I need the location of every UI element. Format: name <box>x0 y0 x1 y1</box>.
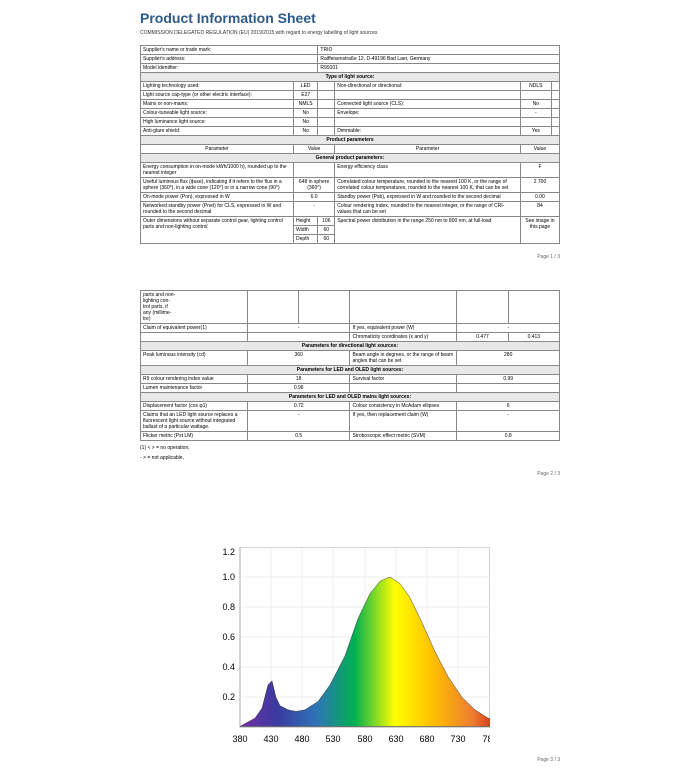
page-footer-1: Page 1 / 3 <box>140 254 560 260</box>
address-label: Supplier's address: <box>141 54 318 63</box>
svg-text:530: 530 <box>325 734 340 744</box>
high-val: No <box>293 117 317 126</box>
cap-label: Light source cap-type (or other electric… <box>141 90 294 99</box>
svg-text:0.6: 0.6 <box>222 632 235 642</box>
page-2: parts and non-lighting con-trol parts, i… <box>0 270 700 487</box>
page-footer-3: Page 3 / 3 <box>140 757 560 763</box>
colour-label: Colour-tuneable light source: <box>141 108 294 117</box>
subtitle: COMMISSION DELEGATED REGULATION (EU) 201… <box>140 30 560 37</box>
tech-val: LED <box>293 81 317 90</box>
svg-text:430: 430 <box>263 734 278 744</box>
env-label: Envelope: <box>335 108 521 117</box>
dir-label: Non-directional or directional: <box>335 81 521 90</box>
dim-label: Dimmable: <box>335 126 521 135</box>
cap-val: E27 <box>293 90 317 99</box>
address-val: Raiffeisenstraße 12, D-49196 Bad Laer, G… <box>318 54 560 63</box>
svg-text:680: 680 <box>419 734 434 744</box>
glare-label: Anti-glare shield: <box>141 126 294 135</box>
model-val: R99101 <box>318 63 560 72</box>
page-3: 0.2 0.4 0.6 0.8 1.0 1.2 380 430 480 530 … <box>0 527 700 783</box>
info-table-2: parts and non-lighting con-trol parts, i… <box>140 290 560 441</box>
mains-label: Mains or non-mains: <box>141 99 294 108</box>
note-1: (1) < > = no operation, <box>140 445 560 451</box>
page-footer-2: Page 2 / 3 <box>140 471 560 477</box>
info-table: Supplier's name or trade mark:TRIO Suppl… <box>140 45 560 244</box>
svg-text:630: 630 <box>388 734 403 744</box>
env-val: - <box>520 108 551 117</box>
high-label: High luminance light source: <box>141 117 294 126</box>
mains-val: NMLS <box>293 99 317 108</box>
svg-text:1.0: 1.0 <box>222 572 235 582</box>
type-hdr: Type of light source: <box>141 72 560 81</box>
conn-val: No <box>520 99 551 108</box>
supplier-label: Supplier's name or trade mark: <box>141 45 318 54</box>
svg-text:0.4: 0.4 <box>222 662 235 672</box>
svg-text:380: 380 <box>232 734 247 744</box>
title: Product Information Sheet <box>140 10 560 26</box>
gen-hdr: General product parameters: <box>141 153 560 162</box>
dir-val: NDLS <box>520 81 551 90</box>
chart-svg: 0.2 0.4 0.6 0.8 1.0 1.2 380 430 480 530 … <box>210 547 490 747</box>
svg-text:780: 780 <box>482 734 490 744</box>
prod-hdr: Product parameters <box>141 135 560 144</box>
model-label: Model identifier: <box>141 63 318 72</box>
note-2: - > = not applicable, <box>140 455 560 461</box>
spectral-chart: 0.2 0.4 0.6 0.8 1.0 1.2 380 430 480 530 … <box>210 547 490 747</box>
glare-val: No <box>293 126 317 135</box>
svg-text:730: 730 <box>450 734 465 744</box>
svg-text:1.2: 1.2 <box>222 547 235 557</box>
page-1: Product Information Sheet COMMISSION DEL… <box>0 0 700 270</box>
colour-val: No <box>293 108 317 117</box>
svg-text:480: 480 <box>294 734 309 744</box>
dim-val: Yes <box>520 126 551 135</box>
tech-label: Lighting technology used: <box>141 81 294 90</box>
svg-text:0.2: 0.2 <box>222 692 235 702</box>
supplier-val: TRIO <box>318 45 560 54</box>
conn-label: Connected light source (CLS): <box>335 99 521 108</box>
svg-text:0.8: 0.8 <box>222 602 235 612</box>
svg-text:580: 580 <box>357 734 372 744</box>
